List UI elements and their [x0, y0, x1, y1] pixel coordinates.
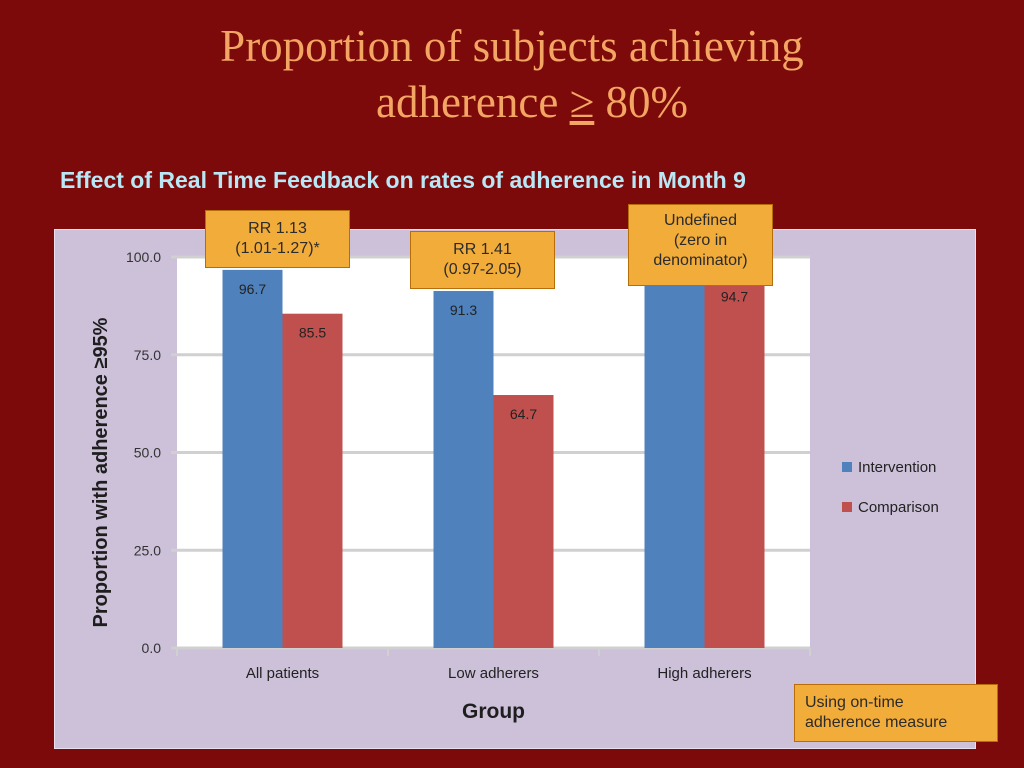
bar-comparison — [704, 277, 765, 648]
callout-line: Using on-time — [805, 694, 904, 711]
callout-measure-note: Using on-time adherence measure — [794, 684, 998, 742]
callout-line: RR 1.13 — [248, 220, 307, 237]
y-tick-label: 75.0 — [134, 347, 161, 363]
data-label: 94.7 — [721, 289, 748, 305]
callout-line: (1.01-1.27)* — [235, 240, 320, 257]
slide-title-line2-pre: adherence — [375, 77, 570, 127]
y-tick-label: 25.0 — [134, 542, 161, 558]
slide-title-line1: Proportion of subjects achieving — [220, 21, 804, 71]
x-tick-label: Low adherers — [448, 665, 539, 682]
callout-line: denominator) — [653, 252, 748, 269]
callout-line: Undefined — [664, 212, 737, 229]
bar-comparison — [493, 395, 554, 648]
data-label: 96.7 — [239, 281, 266, 297]
slide-title: Proportion of subjects achieving adheren… — [0, 18, 1024, 130]
legend-swatch-comparison — [842, 502, 852, 512]
legend-swatch-intervention — [842, 462, 852, 472]
callout-line: (zero in — [673, 232, 728, 249]
y-tick-label: 100.0 — [126, 249, 161, 265]
data-label: 91.3 — [450, 302, 477, 318]
slide-title-line2: adherence ≥ 80% — [0, 74, 1024, 130]
y-axis-title: Proportion with adherence ≥95% — [90, 317, 112, 627]
callout-rr-all-patients: RR 1.13 (1.01-1.27)* — [205, 210, 350, 268]
legend-label: Comparison — [858, 499, 939, 516]
data-label: 85.5 — [299, 325, 326, 341]
x-tick-label: All patients — [246, 665, 319, 682]
y-tick-label: 50.0 — [134, 445, 161, 461]
callout-line: RR 1.41 — [453, 241, 512, 258]
bar-comparison — [282, 313, 343, 648]
legend-label: Intervention — [858, 459, 936, 476]
x-tick-label: High adherers — [657, 665, 751, 682]
bar-chart: 0.0 25.0 50.0 75.0 100.0 96.7 85.5 All patients… — [90, 249, 939, 723]
callout-line: (0.97-2.05) — [443, 261, 522, 278]
data-label: 64.7 — [510, 406, 537, 422]
chart-panel: 0.0 25.0 50.0 75.0 100.0 96.7 85.5 All patients… — [54, 229, 976, 749]
slide-subtitle: Effect of Real Time Feedback on rates of… — [60, 167, 746, 193]
callout-line: adherence measure — [805, 714, 948, 731]
bar-intervention — [222, 269, 283, 648]
slide-title-line2-post: 80% — [594, 77, 689, 127]
callout-rr-low-adherers: RR 1.41 (0.97-2.05) — [410, 231, 555, 289]
bar-intervention — [644, 257, 705, 648]
bar-intervention — [433, 291, 494, 648]
slide-title-geq: ≥ — [569, 77, 595, 127]
x-axis-title: Group — [462, 700, 525, 723]
y-tick-label: 0.0 — [142, 640, 162, 656]
callout-rr-high-adherers: Undefined (zero in denominator) — [628, 204, 773, 286]
